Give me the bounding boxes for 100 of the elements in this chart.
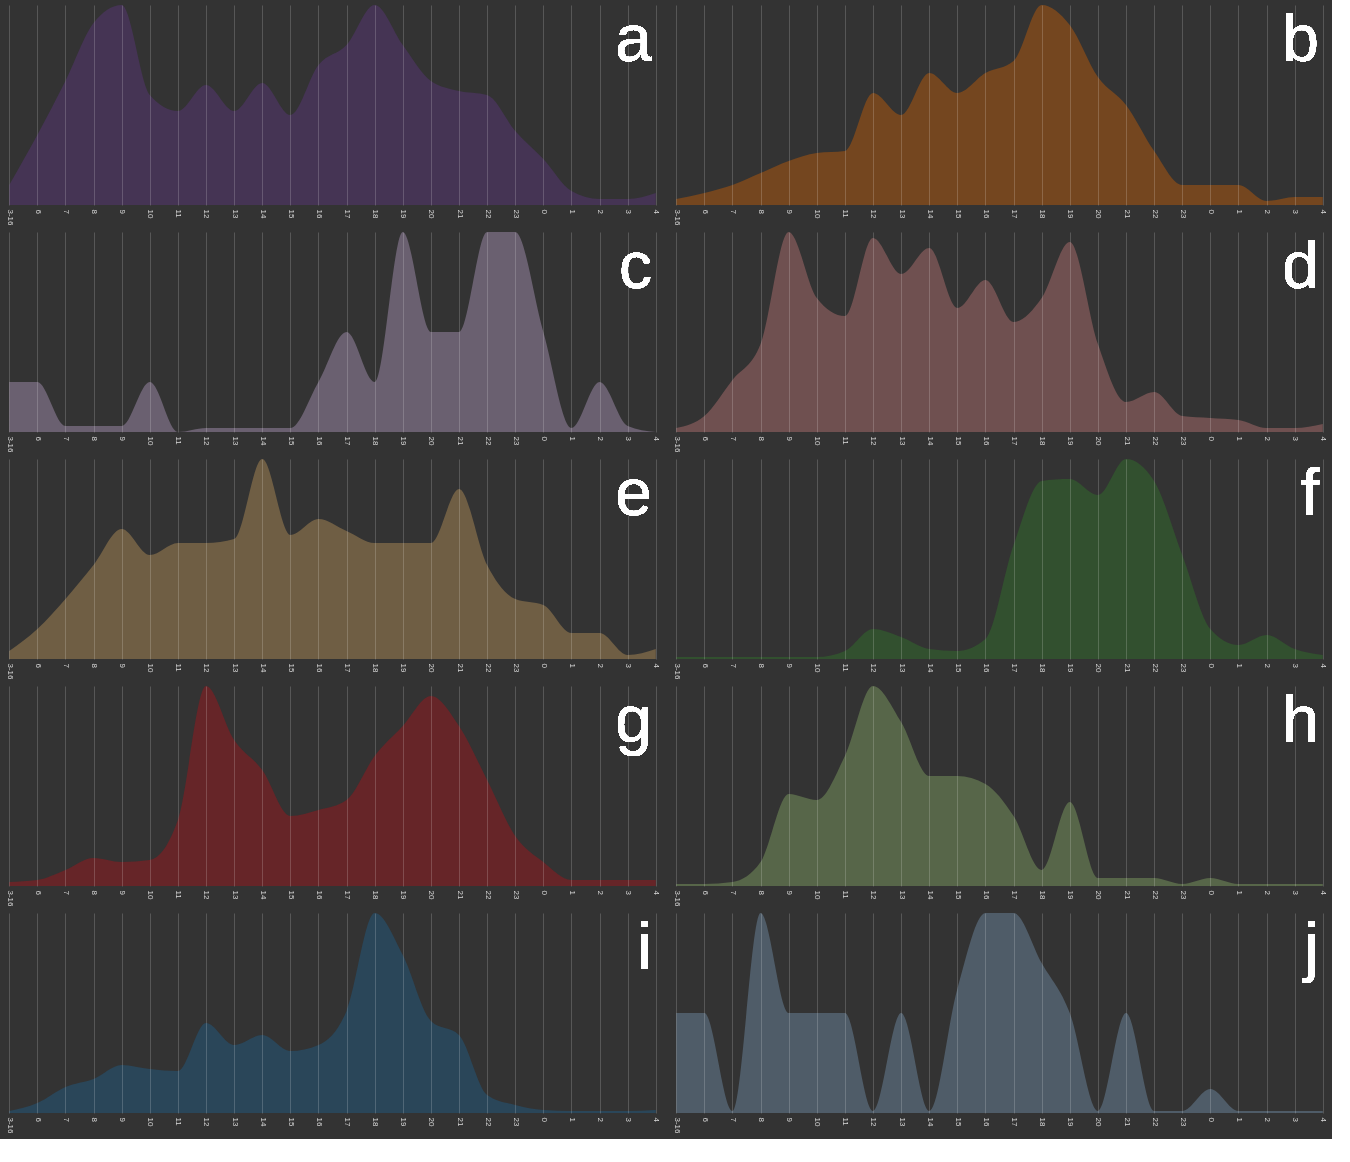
x-tick-label: 4 [1319,663,1329,669]
chart-title: j [1302,909,1319,983]
x-tick-label: 19 [399,1117,409,1127]
x-tick-label: 12 [202,436,212,446]
x-tick-label: 16 [981,209,991,219]
x-tick-label: 13 [897,663,907,673]
chart-title: a [615,1,653,75]
x-tick-label: 2 [1263,890,1273,896]
x-tick-label: 9 [118,209,128,215]
x-tick-label: 20 [427,209,437,219]
x-tick-label: 13 [897,436,907,446]
x-tick-label: 23 [511,436,521,446]
x-tick-label: 6 [33,436,43,442]
x-tick-label: 2 [1263,663,1273,669]
x-tick-label: 8 [757,890,767,896]
x-tick-label: 12 [869,890,879,900]
x-tick-label: 6 [33,663,43,669]
x-tick-label: 7 [61,663,71,669]
x-tick-label: 19 [399,663,409,673]
x-tick-label: 15 [286,663,296,673]
x-tick-label: 20 [1094,663,1104,673]
x-tick-label: 4 [652,209,662,215]
x-tick-label: 16 [981,1117,991,1127]
x-tick-label: 9 [785,436,795,442]
x-tick-label: 7 [728,663,738,669]
x-tick-label: 22 [483,209,493,219]
x-tick-label: 14 [258,890,268,900]
x-tick-label: 3 [1291,1117,1301,1123]
x-tick-label: 13 [897,1117,907,1127]
x-tick-label: 8 [90,663,100,669]
x-tick-label: 6 [700,209,710,215]
x-tick-label: 3 [1291,436,1301,442]
x-tick-label: 8 [90,1117,100,1123]
x-tick-label: 10 [146,1117,156,1127]
x-tick-label: 1 [567,436,577,442]
x-tick-label: 7 [728,1117,738,1123]
x-tick-label: 7 [61,436,71,442]
x-tick-label: 1 [1234,890,1244,896]
x-tick-label: 23 [511,663,521,673]
x-tick-label: 13 [897,209,907,219]
x-tick-label: 21 [455,209,465,219]
x-tick-label: 6 [33,890,43,896]
x-tick-label: 4 [652,890,662,896]
x-tick-label: 10 [146,663,156,673]
x-tick-label: 0 [539,436,549,442]
x-tick-label: 22 [483,1117,493,1127]
x-tick-label: 0 [1206,663,1216,669]
x-tick-label: 21 [455,1117,465,1127]
x-tick-label: 7 [61,890,71,896]
x-tick-label: 18 [371,209,381,219]
x-tick-label: 21 [455,663,465,673]
x-tick-label: 0 [1206,209,1216,215]
x-tick-label: 22 [1150,436,1160,446]
x-tick-label: 19 [399,436,409,446]
x-tick-label: 4 [652,1117,662,1123]
x-tick-label: 15 [953,209,963,219]
x-tick-label: 12 [202,1117,212,1127]
x-tick-label: 18 [1038,209,1048,219]
x-tick-label: 22 [483,436,493,446]
x-tick-label: 3-16 [672,663,682,681]
x-tick-label: 2 [596,890,606,896]
x-tick-label: 14 [258,436,268,446]
x-tick-label: 3 [624,663,634,669]
x-tick-label: 10 [813,663,823,673]
x-tick-label: 12 [869,663,879,673]
x-tick-label: 10 [813,209,823,219]
x-tick-label: 14 [258,663,268,673]
x-tick-label: 2 [596,436,606,442]
x-tick-label: 23 [511,890,521,900]
x-tick-label: 0 [539,890,549,896]
x-tick-label: 3 [624,890,634,896]
x-tick-label: 9 [118,890,128,896]
x-tick-label: 11 [174,663,184,673]
x-tick-label: 23 [1178,890,1188,900]
x-tick-label: 13 [897,890,907,900]
chart-title: h [1282,682,1319,756]
x-tick-label: 16 [981,663,991,673]
x-tick-label: 15 [286,436,296,446]
x-tick-label: 9 [785,209,795,215]
x-tick-label: 20 [427,890,437,900]
x-tick-label: 23 [1178,436,1188,446]
x-tick-label: 3 [1291,890,1301,896]
x-tick-label: 7 [728,890,738,896]
x-tick-label: 15 [286,209,296,219]
x-tick-label: 15 [286,1117,296,1127]
x-tick-label: 3 [1291,209,1301,215]
x-tick-label: 12 [869,1117,879,1127]
x-tick-label: 17 [1010,1117,1020,1127]
x-tick-label: 11 [174,1117,184,1127]
x-tick-label: 9 [785,1117,795,1123]
x-tick-label: 11 [841,436,851,446]
x-tick-label: 23 [511,1117,521,1127]
x-tick-label: 13 [230,436,240,446]
x-tick-label: 16 [314,663,324,673]
x-tick-label: 10 [813,890,823,900]
x-tick-label: 1 [567,663,577,669]
x-tick-label: 22 [1150,1117,1160,1127]
x-tick-label: 7 [728,209,738,215]
chart-title: e [615,455,652,529]
x-tick-label: 12 [202,890,212,900]
